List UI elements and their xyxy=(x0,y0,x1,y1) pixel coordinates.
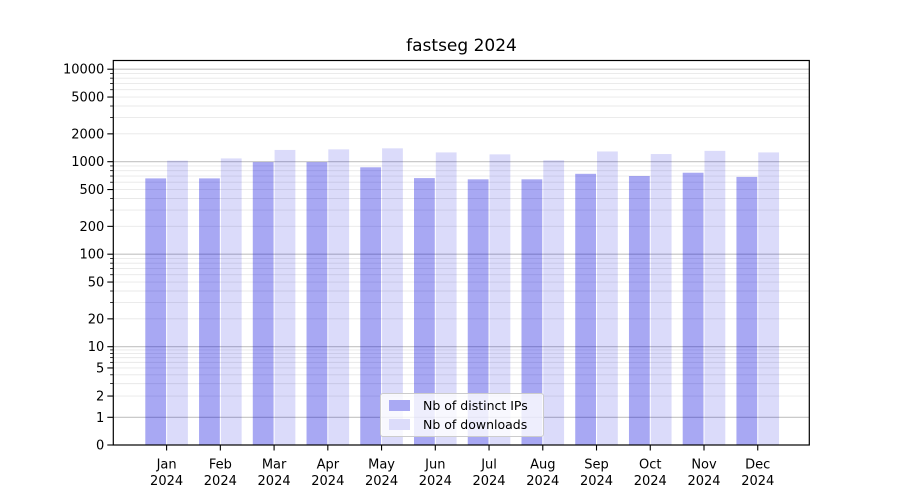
y-tick-label-2: 2 xyxy=(96,390,104,405)
bar-downloads-jun xyxy=(435,152,457,446)
x-tick-label-year-dec: 2024 xyxy=(741,474,774,489)
legend-item-distinct-ips: Nb of distinct IPs xyxy=(381,397,543,415)
y-tick-label-5: 5 xyxy=(96,361,104,376)
y-tick-label-5000: 5000 xyxy=(71,91,104,106)
x-tick-label-year-sep: 2024 xyxy=(580,474,613,489)
x-tick-label-year-aug: 2024 xyxy=(526,474,559,489)
bar-downloads-oct xyxy=(650,154,672,445)
gridlines-major xyxy=(113,68,810,418)
y-tick-label-20: 20 xyxy=(88,312,105,327)
axes-frame xyxy=(112,59,810,446)
x-tick-label-month-jan: Jan xyxy=(156,458,177,473)
x-tick-label-month-may: May xyxy=(368,458,395,473)
legend-item-downloads: Nb of downloads xyxy=(381,416,543,434)
bar-downloads-apr xyxy=(328,149,350,445)
legend-swatch-downloads xyxy=(389,419,410,430)
x-tick-label-month-apr: Apr xyxy=(317,458,340,473)
bar-distinct-ips-sep xyxy=(575,173,597,445)
x-tick-label-year-jun: 2024 xyxy=(419,474,452,489)
bar-downloads-aug xyxy=(543,160,565,445)
x-tick-label-month-oct: Oct xyxy=(639,458,661,473)
bar-distinct-ips-aug xyxy=(521,179,543,445)
x-axis-ticks: Jan2024Feb2024Mar2024Apr2024May2024Jun20… xyxy=(150,445,774,489)
bar-distinct-ips-apr xyxy=(306,162,328,445)
bar-downloads-mar xyxy=(274,149,296,445)
bar-downloads-dec xyxy=(758,152,780,446)
legend-swatch-distinct-ips xyxy=(389,400,410,411)
bars xyxy=(145,148,780,446)
y-tick-label-1000: 1000 xyxy=(71,155,104,170)
bar-distinct-ips-oct xyxy=(628,176,650,445)
x-tick-label-month-mar: Mar xyxy=(262,458,287,473)
x-tick-label-year-jul: 2024 xyxy=(472,474,505,489)
gridlines-minor xyxy=(113,72,810,397)
bar-downloads-jan xyxy=(167,160,188,445)
chart-title: fastseg 2024 xyxy=(406,36,517,56)
legend-label-distinct-ips: Nb of distinct IPs xyxy=(423,398,528,413)
x-tick-label-month-jul: Jul xyxy=(480,458,497,473)
x-tick-label-year-apr: 2024 xyxy=(311,474,344,489)
x-tick-label-month-jun: Jun xyxy=(424,458,445,473)
bar-distinct-ips-jul xyxy=(467,179,489,445)
x-tick-label-year-nov: 2024 xyxy=(687,474,720,489)
x-tick-label-month-sep: Sep xyxy=(584,458,609,473)
bar-distinct-ips-jun xyxy=(414,178,435,446)
x-tick-label-year-may: 2024 xyxy=(365,474,398,489)
x-tick-label-month-aug: Aug xyxy=(530,458,555,473)
x-tick-label-year-feb: 2024 xyxy=(204,474,237,489)
bar-distinct-ips-jan xyxy=(145,178,167,445)
bar-downloads-sep xyxy=(597,151,618,445)
y-axis-ticks: 0 1 2 5 10 20 50 100 200 500 1000 2000 5000 10000 xyxy=(63,63,114,454)
bar-downloads-feb xyxy=(220,158,242,446)
y-tick-label-10000: 10000 xyxy=(63,63,104,78)
x-tick-label-month-nov: Nov xyxy=(691,458,717,473)
bar-downloads-nov xyxy=(704,150,726,445)
y-tick-label-500: 500 xyxy=(79,183,104,198)
bar-distinct-ips-may xyxy=(360,167,382,445)
y-tick-label-50: 50 xyxy=(88,276,105,291)
bar-distinct-ips-nov xyxy=(682,172,704,446)
y-tick-label-0: 0 xyxy=(96,439,104,454)
bar-downloads-may xyxy=(382,148,403,445)
x-tick-label-month-feb: Feb xyxy=(209,458,232,473)
y-tick-label-10: 10 xyxy=(88,340,105,355)
legend: Nb of distinct IPs Nb of downloads xyxy=(380,393,544,437)
y-tick-label-1: 1 xyxy=(96,411,104,426)
y-tick-label-200: 200 xyxy=(79,220,104,235)
x-tick-label-year-mar: 2024 xyxy=(258,474,291,489)
bar-distinct-ips-mar xyxy=(252,162,274,445)
bar-downloads-jul xyxy=(489,154,511,445)
bar-distinct-ips-feb xyxy=(199,178,220,445)
y-tick-label-100: 100 xyxy=(79,248,104,263)
legend-label-downloads: Nb of downloads xyxy=(423,417,528,432)
x-tick-label-year-jan: 2024 xyxy=(150,474,183,489)
x-tick-label-month-dec: Dec xyxy=(745,458,770,473)
y-tick-label-2000: 2000 xyxy=(71,127,104,142)
axes-spines xyxy=(112,59,810,446)
x-tick-label-year-oct: 2024 xyxy=(634,474,667,489)
bar-distinct-ips-dec xyxy=(736,176,758,445)
